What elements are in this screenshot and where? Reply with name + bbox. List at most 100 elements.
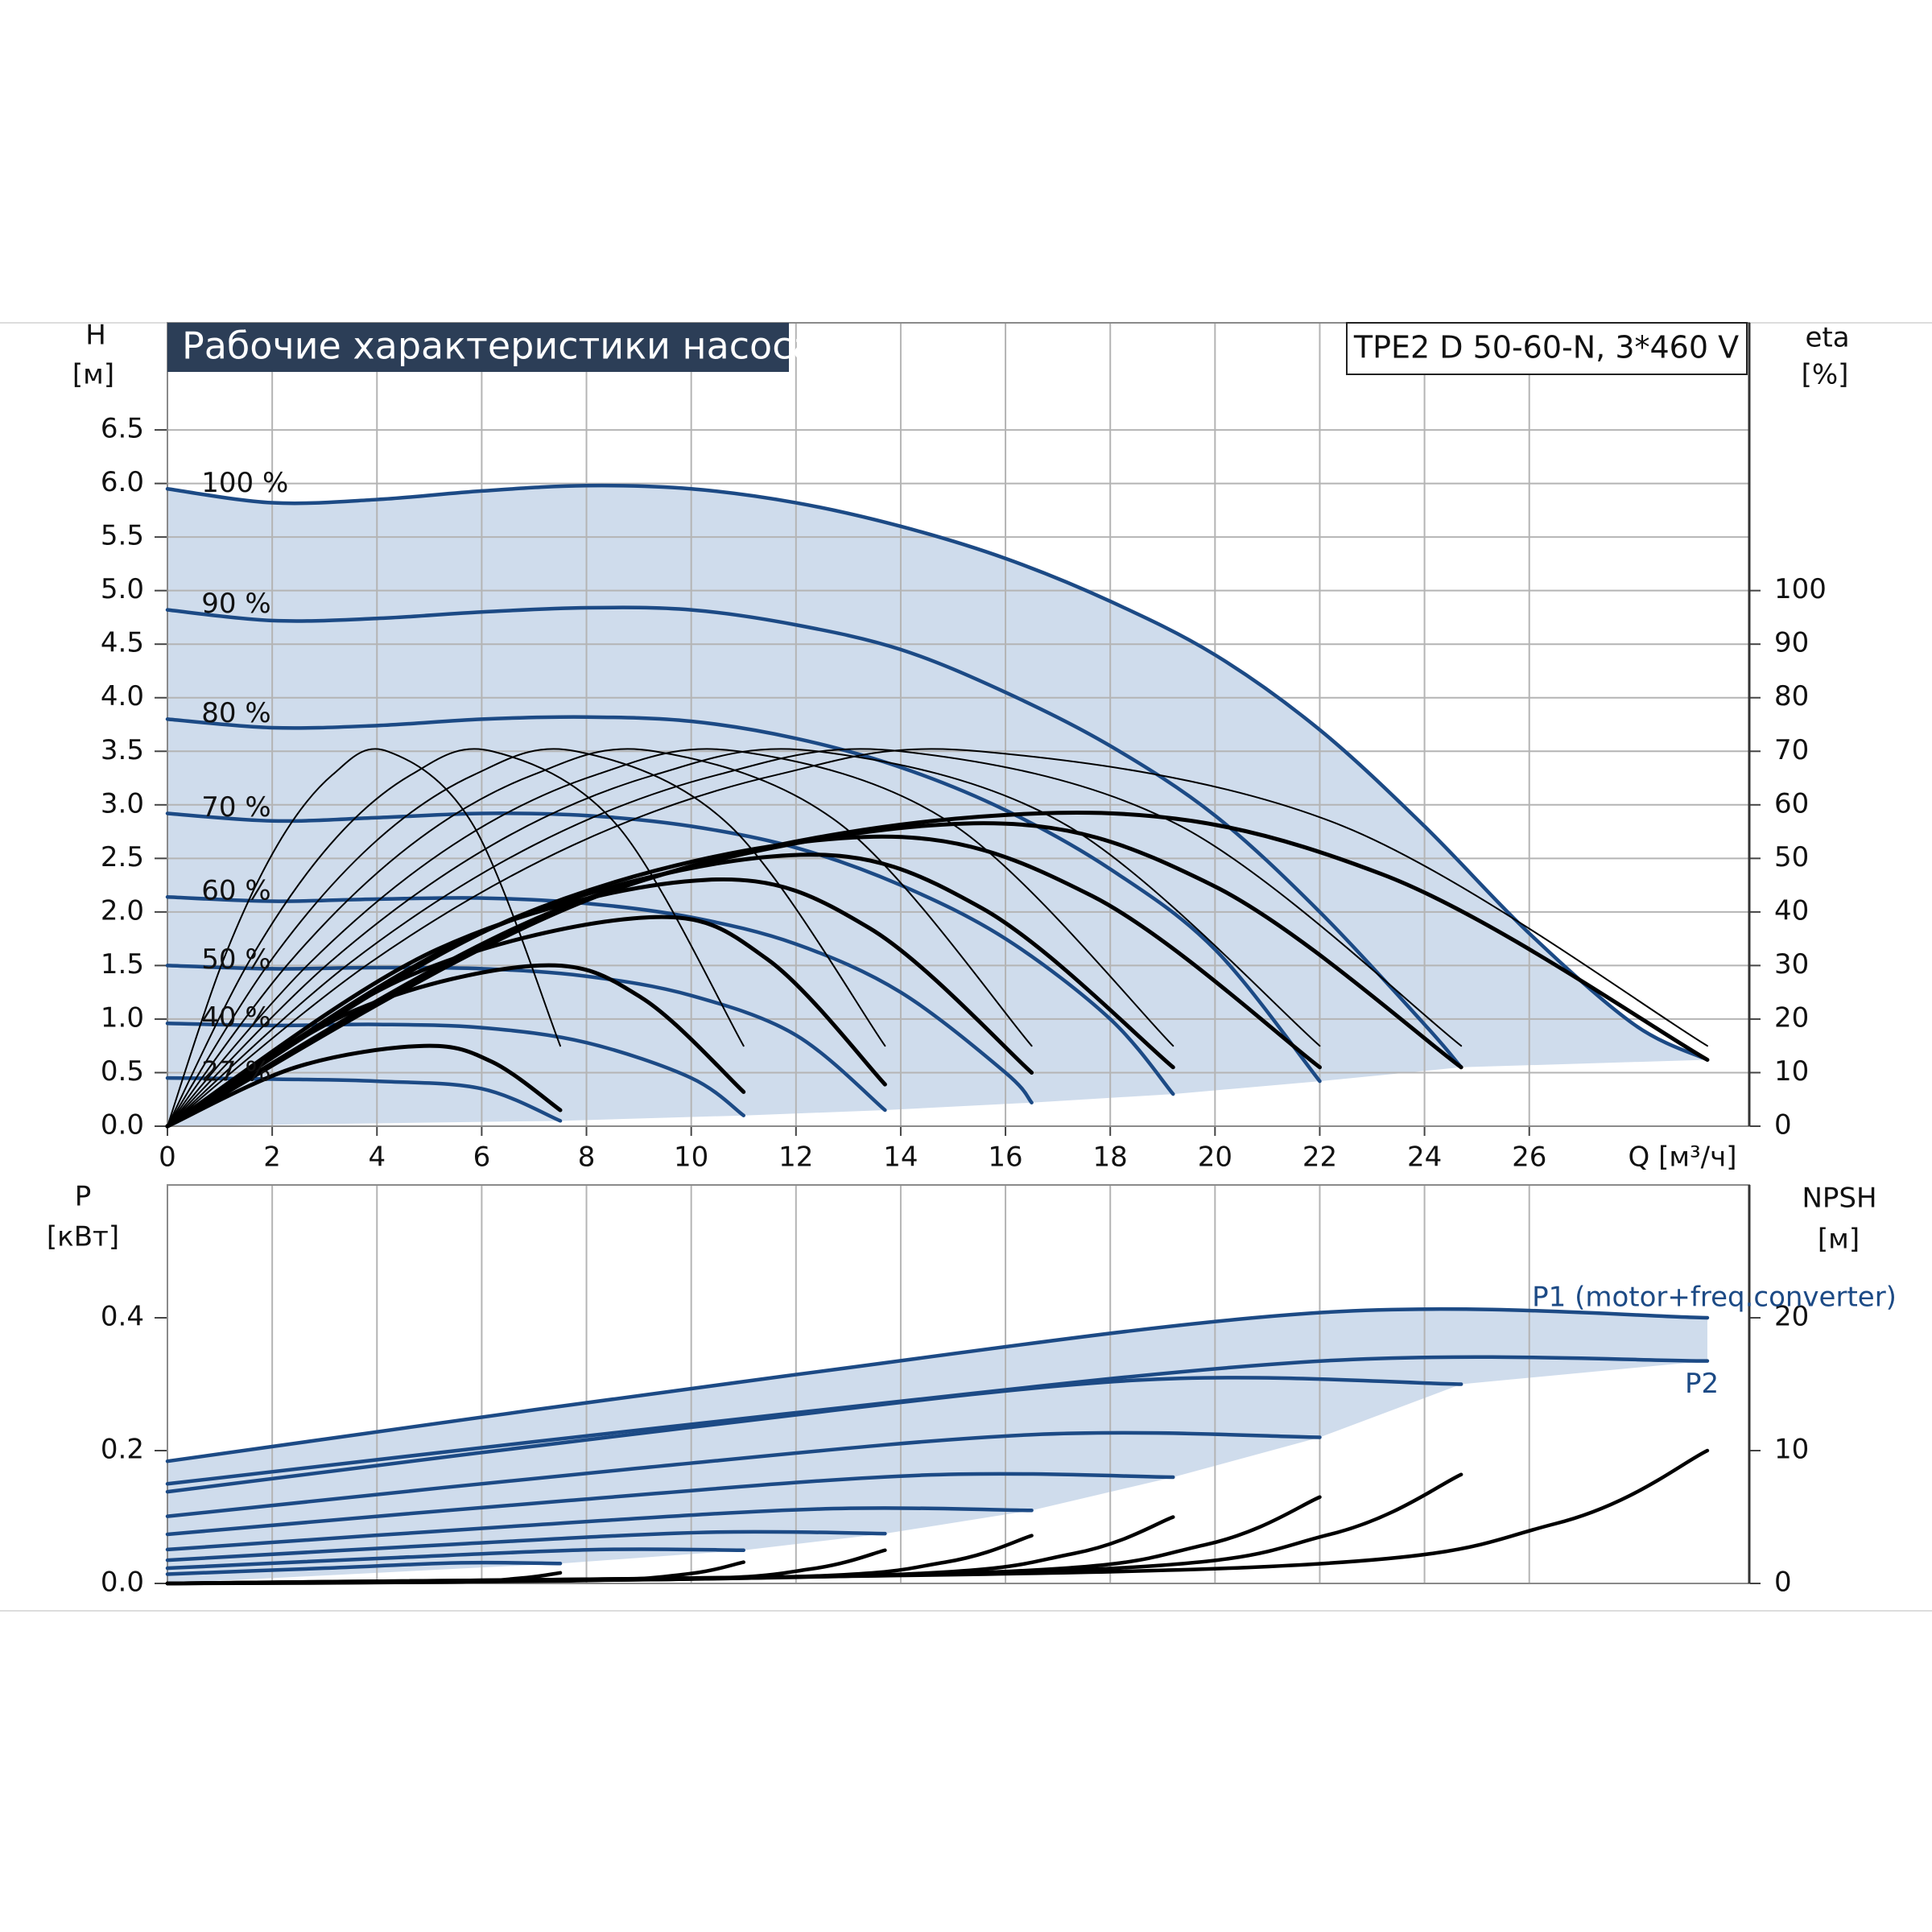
curve-label: 27 %: [201, 1056, 270, 1088]
y-tick-label: 2.0: [101, 894, 144, 927]
y-tick-label: 2.5: [101, 841, 144, 873]
series-layer: [165, 483, 1710, 1586]
curve-label: 80 %: [201, 697, 270, 729]
secondary-curve: [167, 748, 1033, 1127]
primary-curve: [165, 964, 887, 1113]
series-label: P2: [1685, 1368, 1719, 1400]
curve-label: 60 %: [201, 875, 270, 907]
y2-tick-label: 20: [1774, 1001, 1809, 1034]
y-tick-label: 1.0: [101, 1001, 144, 1034]
secondary-curve: [165, 877, 1034, 1129]
curve-label: 50 %: [201, 943, 270, 976]
primary-curve: [165, 1530, 887, 1563]
y2-tick-label: 50: [1774, 841, 1809, 873]
model-box: [1346, 322, 1748, 375]
x-tick-label: 26: [1512, 1141, 1546, 1174]
x-tick-label: 18: [1093, 1141, 1128, 1174]
y2-tick-label: 10: [1774, 1434, 1809, 1466]
y2-tick-label: 60: [1774, 787, 1809, 819]
primary-curve: [165, 1547, 745, 1571]
secondary-curve: [167, 748, 561, 1127]
y-tick-label: 4.5: [101, 627, 144, 659]
y-tick-label: 0.0: [101, 1567, 144, 1599]
y2-tick-label: 0: [1774, 1567, 1792, 1599]
curve-label: 70 %: [201, 791, 270, 824]
primary-curve: [165, 1307, 1710, 1463]
y-tick-label: 0.5: [101, 1055, 144, 1088]
curve-label: 100 %: [201, 467, 288, 499]
y-tick-label: 3.0: [101, 787, 144, 819]
x-tick-label: 8: [578, 1141, 596, 1174]
y2-tick-label: 0: [1774, 1109, 1792, 1141]
operating-area: [167, 1309, 1707, 1583]
primary-curve: [165, 1506, 1034, 1552]
y2-axis-label: eta: [1805, 322, 1849, 354]
title-box: [167, 323, 789, 372]
y2-tick-label: 100: [1774, 573, 1827, 605]
y2-axis-unit: [%]: [1802, 359, 1849, 391]
x-axis-label: Q [м³/ч]: [1629, 1141, 1737, 1174]
x-tick-label: 16: [988, 1141, 1022, 1174]
series-label: P1 (motor+freq.converter): [1532, 1282, 1897, 1314]
model-label: TPE2 D 50-60-N, 3*460 V: [1353, 330, 1739, 365]
secondary-curve: [165, 963, 746, 1129]
y2-tick-label: 30: [1774, 948, 1809, 980]
secondary-curve: [165, 1571, 563, 1586]
y2-axis-label: NPSH: [1802, 1183, 1876, 1215]
y-tick-label: 4.0: [101, 680, 144, 712]
primary-curve: [165, 894, 1034, 1104]
x-tick-label: 6: [473, 1141, 491, 1174]
text-layer: Рабочие характеристики насоса TPE2 D 50-…: [47, 320, 1897, 1599]
y-tick-label: 0.0: [101, 1109, 144, 1141]
y-tick-label: 5.0: [101, 573, 144, 605]
y-tick-label: 0.2: [101, 1434, 144, 1466]
x-tick-label: 24: [1407, 1141, 1442, 1174]
y-tick-label: 0.4: [101, 1301, 144, 1333]
x-tick-label: 22: [1302, 1141, 1337, 1174]
y-tick-label: 1.5: [101, 948, 144, 980]
y-axis-label: P: [75, 1181, 92, 1213]
y-axis-unit: [кВт]: [47, 1221, 119, 1253]
primary-curve: [165, 605, 1463, 1070]
y2-tick-label: 90: [1774, 627, 1809, 659]
y2-tick-label: 80: [1774, 680, 1809, 712]
secondary-curve: [167, 748, 1463, 1127]
secondary-curve: [165, 821, 1463, 1129]
primary-curve: [165, 1376, 1463, 1494]
primary-curve: [165, 483, 1710, 1062]
x-tick-label: 0: [159, 1141, 176, 1174]
primary-curve: [165, 1022, 745, 1117]
x-tick-label: 10: [674, 1141, 708, 1174]
x-tick-label: 20: [1198, 1141, 1232, 1174]
x-tick-label: 4: [368, 1141, 386, 1174]
primary-curve: [165, 1560, 563, 1576]
secondary-curve: [167, 748, 1174, 1127]
curve-label: 90 %: [201, 588, 270, 620]
secondary-curve: [167, 748, 1708, 1127]
primary-curve: [165, 1472, 1175, 1537]
chart-title: Рабочие характеристики насоса: [182, 324, 815, 368]
y2-tick-label: 40: [1774, 894, 1809, 927]
curve-label: 40 %: [201, 1001, 270, 1034]
primary-curve: [165, 1430, 1322, 1518]
operating-area: [167, 485, 1707, 1126]
y2-tick-label: 70: [1774, 734, 1809, 766]
fill-layer: [167, 485, 1707, 1583]
y-tick-label: 6.5: [101, 413, 144, 445]
x-tick-label: 2: [263, 1141, 281, 1174]
y-axis-unit: [м]: [72, 359, 114, 391]
y2-tick-label: 10: [1774, 1055, 1809, 1088]
secondary-curve: [167, 748, 1321, 1127]
secondary-curve: [167, 748, 745, 1127]
y-tick-label: 6.0: [101, 466, 144, 498]
secondary-curve: [165, 1043, 563, 1129]
x-tick-label: 14: [883, 1141, 918, 1174]
primary-curve: [165, 715, 1322, 1084]
x-tick-label: 12: [778, 1141, 813, 1174]
y-tick-label: 3.5: [101, 734, 144, 766]
y2-tick-label: 20: [1774, 1301, 1809, 1333]
secondary-curve: [165, 811, 1710, 1129]
